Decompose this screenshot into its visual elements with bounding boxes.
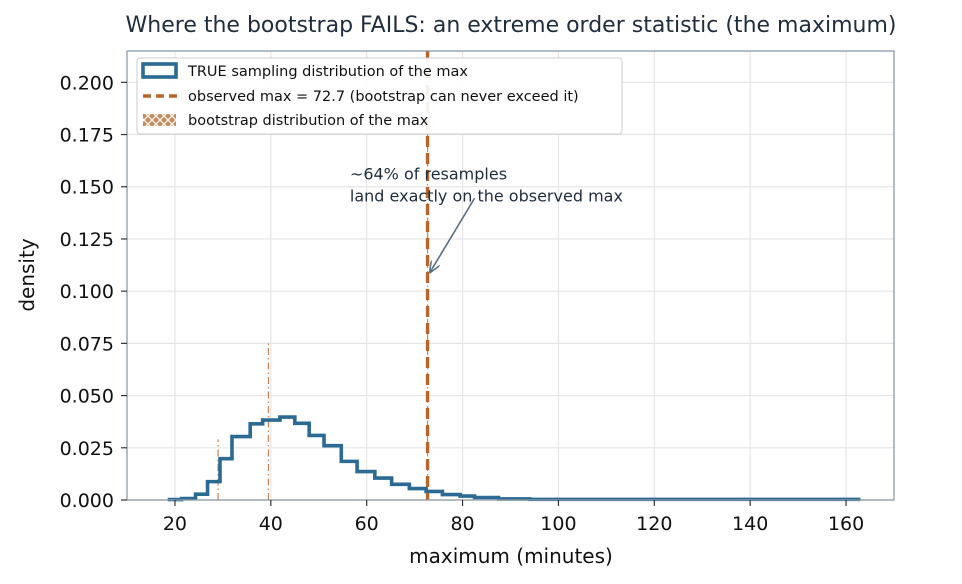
x-tick-label: 40 — [259, 513, 283, 535]
legend-swatch-bootstrap — [143, 114, 176, 126]
x-tick-label: 120 — [636, 513, 672, 535]
legend-label-bootstrap: bootstrap distribution of the max — [188, 113, 429, 129]
y-tick-label: 0.150 — [60, 177, 114, 199]
y-tick-label: 0.175 — [60, 125, 114, 147]
y-tick-label: 0.075 — [60, 333, 114, 355]
y-tick-label: 0.025 — [60, 438, 114, 460]
y-tick-label: 0.050 — [60, 386, 114, 408]
annotation-line-1: ~64% of resamples — [350, 164, 507, 183]
legend-label-observed: observed max = 72.7 (bootstrap can never… — [188, 89, 579, 105]
y-tick-label: 0.000 — [60, 490, 114, 512]
annotation: ~64% of resamples land exactly on the ob… — [350, 164, 623, 272]
y-tick-label: 0.200 — [60, 72, 114, 94]
y-axis-label: density — [15, 238, 39, 311]
x-tick-label: 160 — [828, 513, 864, 535]
x-tick-label: 100 — [540, 513, 576, 535]
x-tick-label: 20 — [163, 513, 187, 535]
annotation-arrow — [430, 197, 476, 272]
annotation-line-2: land exactly on the observed max — [350, 186, 623, 205]
y-tick-label: 0.100 — [60, 281, 114, 303]
true-distribution-step — [167, 415, 861, 502]
legend-box — [136, 57, 623, 135]
legend: TRUE sampling distribution of the max ob… — [136, 57, 623, 135]
x-tick-label: 80 — [450, 513, 474, 535]
legend-swatch-true — [141, 62, 178, 79]
x-tick-label: 140 — [732, 513, 768, 535]
x-tick-label: 60 — [355, 513, 379, 535]
x-axis-label: maximum (minutes) — [409, 544, 613, 568]
y-axis-ticks: 0.000 0.025 0.050 0.075 0.100 0.125 0.150 0.175… — [60, 72, 127, 512]
legend-label-true: TRUE sampling distribution of the max — [187, 64, 468, 80]
plot-frame — [126, 50, 895, 501]
x-axis-ticks: 20 40 60 80 100 120 140 160 — [163, 500, 864, 535]
chart-title: Where the bootstrap FAILS: an extreme or… — [126, 13, 897, 38]
true-distribution-series — [167, 415, 861, 502]
y-tick-label: 0.125 — [60, 229, 114, 251]
